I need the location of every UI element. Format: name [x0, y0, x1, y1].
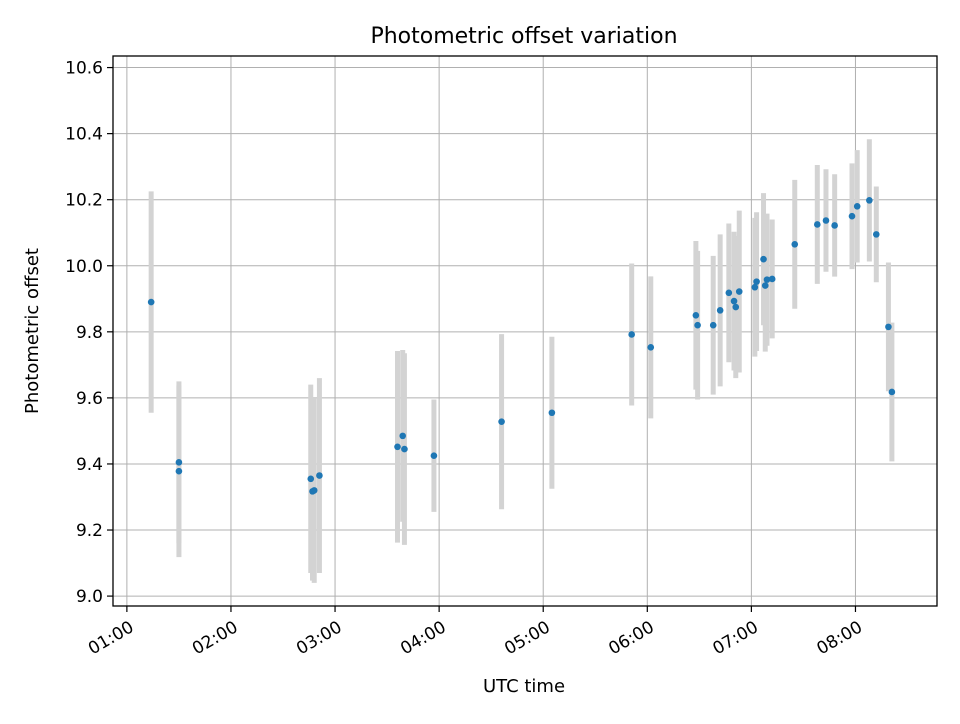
data-point — [310, 487, 318, 494]
data-point — [848, 212, 856, 220]
data-point — [753, 278, 760, 285]
x-tick-label: 01:00 — [85, 617, 137, 659]
data-point — [716, 307, 724, 314]
data-point — [872, 231, 880, 238]
y-tick-label: 9.0 — [76, 587, 103, 607]
data-point — [725, 289, 733, 297]
data-point — [394, 443, 401, 451]
x-tick-label: 02:00 — [189, 617, 241, 659]
data-point — [822, 217, 830, 224]
data-point — [498, 418, 505, 425]
data-point — [760, 255, 767, 263]
y-tick-label: 10.0 — [65, 257, 103, 277]
data-point — [692, 312, 700, 319]
y-tick-label: 10.6 — [65, 59, 103, 79]
data-point — [316, 472, 323, 479]
y-tick-label: 10.4 — [65, 125, 103, 145]
data-point — [730, 297, 738, 305]
x-axis-label: UTC time — [483, 676, 565, 697]
chart-title: Photometric offset variation — [370, 24, 677, 49]
data-point — [175, 467, 183, 475]
data-point — [763, 276, 771, 283]
data-point — [751, 283, 759, 291]
x-tick-label: 08:00 — [814, 617, 866, 659]
data-point — [885, 323, 892, 331]
data-point — [147, 298, 155, 306]
y-tick-label: 9.2 — [76, 521, 103, 541]
x-tick-label: 05:00 — [501, 617, 553, 659]
x-axis-ticks: 01:00 02:00 03:00 04:00 05:00 06:00 07:00 08:00 — [85, 606, 866, 659]
data-point — [430, 452, 438, 459]
data-point — [888, 388, 896, 396]
data-point — [768, 275, 776, 283]
data-point — [853, 203, 861, 210]
x-tick-label: 03:00 — [293, 617, 345, 659]
y-axis-ticks: 9.0 9.2 9.4 9.6 9.8 10.0 10.2 10.4 10.6 — [65, 59, 113, 607]
data-point — [307, 475, 315, 483]
grid — [113, 56, 937, 606]
error-bars — [148, 139, 895, 583]
y-tick-label: 9.6 — [76, 389, 103, 409]
data-point — [831, 222, 838, 229]
data-point — [628, 331, 635, 338]
y-tick-label: 9.8 — [76, 323, 103, 343]
data-point — [647, 344, 655, 351]
data-point — [548, 409, 556, 417]
data-point — [735, 288, 743, 295]
plot-frame — [112, 55, 938, 607]
x-tick-label: 04:00 — [397, 617, 449, 659]
data-point — [175, 459, 183, 466]
data-point — [791, 240, 799, 248]
data-point — [761, 282, 769, 289]
y-axis-label: Photometric offset — [22, 248, 43, 414]
x-tick-label: 06:00 — [605, 617, 657, 659]
data-point — [732, 303, 740, 311]
y-tick-label: 9.4 — [76, 455, 103, 475]
data-point — [401, 445, 408, 453]
y-tick-label: 10.2 — [65, 191, 103, 211]
x-tick-label: 07:00 — [709, 617, 761, 659]
data-point — [814, 221, 821, 228]
data-point — [866, 197, 873, 204]
data-point — [709, 321, 717, 329]
data-point — [399, 432, 407, 440]
data-points — [147, 197, 896, 495]
data-point — [694, 321, 701, 329]
